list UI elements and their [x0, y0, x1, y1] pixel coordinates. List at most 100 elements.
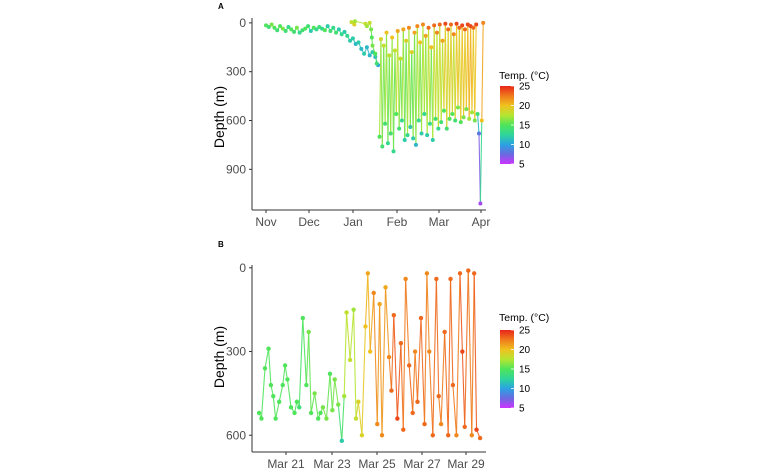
data-point: [332, 377, 337, 382]
data-point: [405, 133, 410, 138]
data-point: [268, 382, 274, 388]
data-point: [344, 310, 349, 315]
legend-tick-label: 5: [519, 404, 525, 415]
series-segment: [452, 384, 458, 436]
series-segment: [349, 309, 355, 360]
legend-tick-label: 5: [519, 160, 525, 171]
data-point: [370, 43, 375, 48]
data-point: [436, 126, 441, 131]
data-point: [303, 26, 308, 31]
data-point: [406, 363, 412, 368]
data-point: [404, 38, 409, 43]
data-point: [314, 27, 319, 32]
legend-tick-label: 10: [519, 384, 531, 395]
panel-a-plot-area: [264, 19, 486, 206]
series-segment: [477, 113, 480, 134]
data-point: [454, 21, 459, 26]
data-point: [272, 25, 277, 30]
data-point: [433, 116, 438, 121]
panel-a: A 0 300 600 900 Nov Dec Jan Feb Mar Apr Depth (m…: [211, 2, 549, 229]
data-point: [399, 118, 404, 123]
data-point: [359, 46, 364, 51]
series-segment: [426, 273, 430, 352]
legend-tick-label: 15: [519, 365, 531, 376]
data-point: [269, 22, 274, 27]
series-segment: [392, 50, 396, 152]
series-segment: [367, 273, 371, 352]
data-point: [412, 30, 417, 35]
series-segment: [408, 365, 414, 413]
data-point: [328, 29, 333, 34]
data-point: [292, 29, 297, 34]
series-segment: [481, 22, 484, 121]
data-point: [339, 32, 344, 37]
data-point: [427, 121, 432, 126]
data-point: [477, 435, 483, 441]
data-point: [385, 141, 390, 146]
data-point: [300, 315, 306, 321]
data-point: [334, 30, 339, 35]
panel-b-legend-ticks: 5 10 15 20 25: [511, 326, 531, 415]
data-point: [429, 45, 434, 50]
series-segment: [396, 343, 402, 419]
data-point: [469, 110, 474, 115]
panel-b-colorbar: [500, 330, 514, 408]
data-point: [294, 25, 299, 30]
data-point: [387, 53, 392, 58]
data-point: [350, 36, 355, 41]
series-segment: [455, 273, 461, 436]
x-tick-label: Dec: [298, 215, 319, 229]
series-segment: [393, 315, 398, 419]
series-segment: [334, 379, 339, 405]
series-segment: [405, 278, 410, 366]
data-point: [403, 276, 408, 282]
legend-tick-label: 10: [519, 140, 531, 151]
data-point: [384, 30, 389, 35]
data-point: [377, 134, 382, 139]
series-segment: [381, 287, 387, 436]
panel-b-y-ticks: 0 300 600: [226, 261, 252, 442]
y-tick-label: 600: [226, 114, 246, 128]
series-segment: [308, 331, 312, 413]
panel-a-legend-ticks: 5 10 15 20 25: [511, 82, 531, 171]
data-point: [339, 438, 345, 444]
data-point: [383, 121, 388, 126]
data-point: [364, 45, 369, 50]
data-point: [398, 56, 403, 61]
data-point: [408, 125, 413, 130]
data-point: [415, 399, 420, 404]
panel-b-legend: Temp. (°C) 5 10 15 20 25: [499, 312, 549, 415]
data-point: [440, 38, 445, 43]
data-point: [448, 22, 453, 27]
data-point: [475, 112, 480, 116]
data-point: [460, 349, 465, 354]
data-point: [320, 405, 326, 410]
data-point: [327, 371, 333, 377]
data-point: [391, 149, 396, 154]
data-point: [283, 29, 288, 34]
data-point: [286, 24, 291, 29]
series-segment: [379, 304, 383, 436]
data-point: [410, 410, 415, 416]
series-segment: [400, 343, 404, 430]
data-point: [401, 427, 406, 432]
data-point: [336, 27, 341, 32]
data-point: [349, 20, 354, 25]
series-segment: [464, 270, 469, 427]
series-segment: [343, 312, 348, 397]
data-point: [478, 201, 483, 206]
series-segment: [264, 348, 270, 369]
data-point: [411, 136, 416, 141]
x-tick-label: Mar 25: [358, 457, 396, 471]
data-point: [315, 416, 321, 421]
data-point: [427, 349, 432, 354]
series-segment: [298, 318, 304, 408]
data-point: [359, 433, 365, 438]
data-point: [256, 410, 262, 416]
data-point: [395, 29, 400, 34]
x-tick-label: Mar 27: [403, 457, 441, 471]
series-segment: [471, 273, 475, 436]
series-segment: [331, 379, 336, 411]
data-point: [367, 53, 372, 58]
y-tick-label: 900: [226, 162, 246, 176]
